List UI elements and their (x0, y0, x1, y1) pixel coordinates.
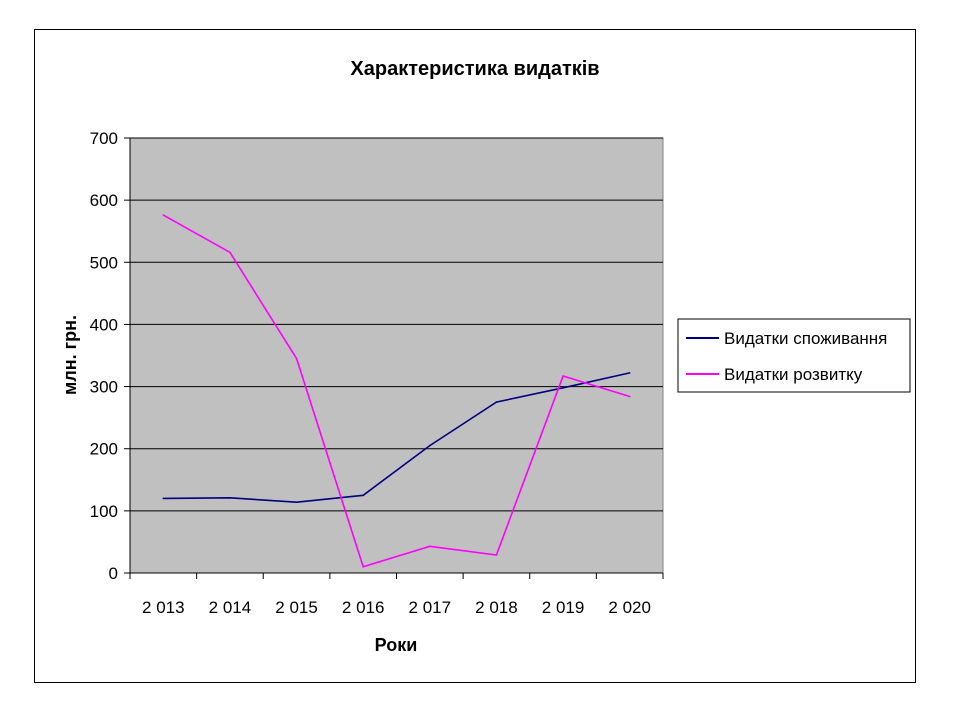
series-line-1 (163, 372, 630, 504)
y-tick-label: 600 (90, 191, 118, 210)
data-point (628, 372, 631, 374)
x-tick-label: 2 013 (142, 598, 185, 617)
y-tick-label: 100 (90, 502, 118, 521)
data-point (562, 375, 564, 377)
y-tick-label: 200 (90, 440, 118, 459)
data-point (162, 214, 165, 216)
data-point (362, 494, 364, 497)
legend-box (677, 318, 911, 393)
x-tick-label: 2 015 (275, 598, 318, 617)
series-line-2 (162, 214, 630, 568)
legend-label-2: Видатки розвитку (724, 365, 863, 384)
x-axis-ticks: 2 013 2 014 2 015 2 016 2 017 2 018 2 019 2 020 (129, 573, 664, 617)
legend-label-1: Видатки споживання (724, 329, 887, 348)
y-tick-label: 400 (90, 315, 118, 334)
y-tick-label: 0 (109, 564, 118, 583)
data-point (628, 395, 631, 398)
data-point (229, 497, 231, 499)
data-point (495, 401, 498, 403)
chart-title: Характеристика видатків (350, 58, 599, 80)
data-point (295, 357, 298, 360)
legend: Видатки споживання Видатки розвитку (677, 318, 911, 393)
x-tick-label: 2 016 (342, 598, 385, 617)
series-lines (162, 214, 631, 568)
data-point (295, 501, 298, 503)
x-tick-label: 2 020 (608, 598, 651, 617)
y-tick-label: 700 (90, 129, 118, 148)
plot-area (129, 137, 664, 574)
data-point (362, 565, 364, 568)
data-point (429, 545, 431, 548)
data-point (562, 387, 564, 389)
y-tick-label: 300 (90, 378, 118, 397)
gridlines (130, 137, 663, 512)
y-axis-title: млн. грн. (60, 315, 80, 395)
x-tick-label: 2 017 (409, 598, 452, 617)
data-point (162, 497, 165, 500)
data-point (229, 251, 231, 254)
x-axis-title: Роки (375, 635, 418, 655)
data-point (495, 554, 498, 556)
x-tick-label: 2 018 (475, 598, 518, 617)
y-axis-ticks: 0 100 200 300 400 500 600 700 (90, 129, 130, 583)
y-tick-label: 500 (90, 253, 118, 272)
x-tick-label: 2 014 (209, 598, 252, 617)
data-point (429, 444, 431, 447)
x-tick-label: 2 019 (542, 598, 585, 617)
